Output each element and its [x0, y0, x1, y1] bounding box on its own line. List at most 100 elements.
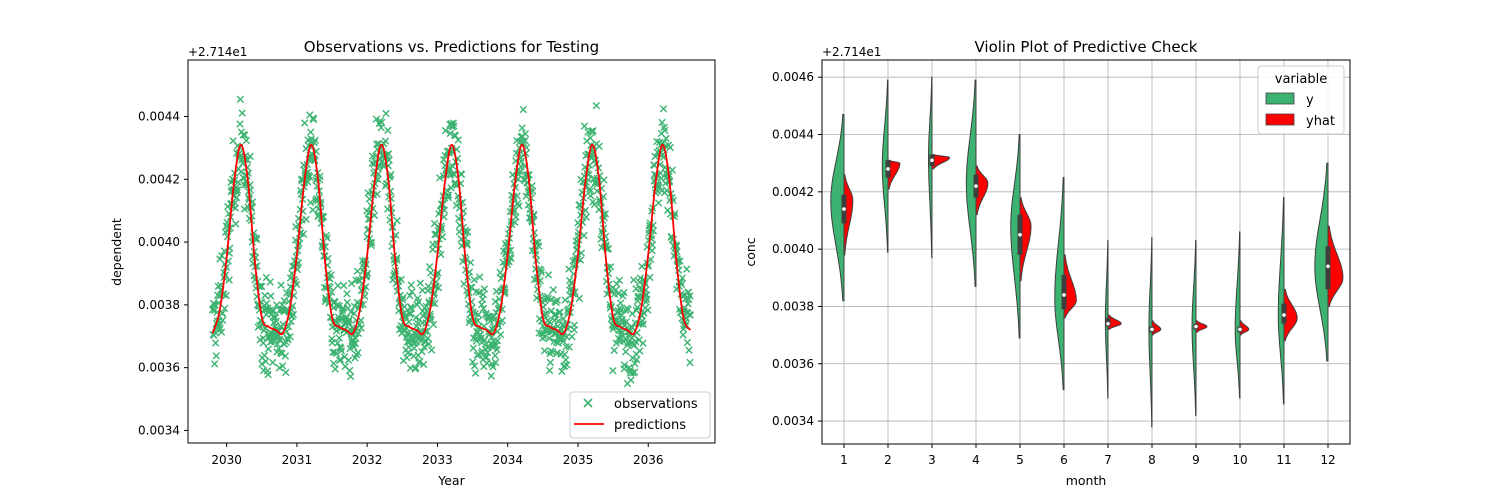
violin-panel: Violin Plot of Predictive Check +2.714e1…	[743, 38, 1351, 488]
observation-point	[662, 134, 670, 143]
violin-median	[1018, 233, 1022, 237]
observation-point	[541, 333, 549, 341]
y-tick-label: 0.0038	[772, 299, 814, 313]
legend-y-swatch	[1265, 92, 1295, 105]
observation-point	[262, 357, 270, 366]
right-x-ticks: 1 2 3 4 5 6 7 8 9 10 11 12	[840, 444, 1336, 467]
violin-yhat	[975, 165, 989, 216]
observation-point	[387, 194, 395, 203]
y-tick-label: 0.0036	[772, 357, 814, 371]
observation-point	[444, 191, 453, 199]
observation-point	[345, 315, 353, 324]
observation-point	[278, 350, 286, 358]
legend-yhat-swatch	[1265, 113, 1295, 126]
observation-point	[622, 348, 630, 356]
legend-y-label: y	[1306, 93, 1314, 108]
observation-point	[225, 276, 233, 284]
observation-point	[479, 304, 488, 313]
observation-point	[268, 337, 276, 345]
observation-point	[633, 303, 642, 312]
observation-point	[269, 306, 278, 315]
observation-point	[418, 347, 426, 356]
violin-yhat	[1327, 225, 1344, 307]
x-tick-label: 12	[1320, 453, 1335, 467]
right-y-ticks: 0.0034 0.0036 0.0038 0.0040 0.0042 0.0044 0.00…	[772, 70, 822, 428]
observation-point	[630, 342, 638, 350]
observation-point	[418, 286, 427, 294]
observation-point	[278, 301, 286, 309]
observation-point	[683, 338, 692, 347]
observation-point	[491, 351, 499, 360]
observation-point	[406, 310, 414, 319]
observation-point	[553, 296, 561, 304]
observation-point	[600, 176, 608, 184]
observation-point	[565, 343, 573, 351]
observation-point	[260, 351, 269, 360]
observation-point	[610, 346, 618, 355]
observation-point	[258, 282, 266, 291]
observation-point	[474, 311, 483, 319]
observation-point	[481, 336, 489, 344]
observation-point	[401, 312, 410, 320]
observation-point	[450, 122, 458, 130]
legend-title: variable	[1275, 72, 1327, 87]
x-tick-label: 2030	[211, 453, 242, 467]
observation-point	[469, 358, 477, 366]
observation-point	[239, 131, 247, 139]
observation-point	[337, 347, 346, 355]
left-offset-label: +2.714e1	[188, 45, 247, 59]
left-x-axis-label: Year	[437, 473, 465, 488]
violin-median	[1106, 321, 1110, 326]
observation-point	[299, 230, 308, 238]
observation-point	[279, 362, 287, 370]
observation-point	[546, 318, 554, 326]
observation-point	[609, 325, 617, 333]
observation-point	[686, 292, 694, 300]
observation-point	[277, 281, 285, 289]
y-tick-label: 0.0036	[138, 361, 180, 375]
violin-y	[1234, 231, 1241, 399]
violin-median	[1194, 324, 1198, 329]
observation-point	[537, 268, 545, 276]
observation-point	[678, 274, 687, 282]
observation-point	[337, 344, 345, 352]
observation-point	[344, 356, 353, 364]
observation-point	[450, 171, 458, 179]
observation-point	[241, 131, 249, 139]
observation-point	[231, 204, 239, 212]
observation-point	[658, 118, 666, 127]
observation-point	[286, 333, 294, 341]
observation-point	[469, 344, 477, 352]
observation-point	[620, 361, 629, 369]
y-tick-label: 0.0042	[138, 172, 180, 186]
observation-point	[631, 360, 639, 368]
observation-point	[630, 276, 638, 284]
violin-y	[881, 79, 889, 253]
observation-point	[347, 372, 355, 381]
observation-point	[267, 292, 275, 300]
scatter-panel: Observations vs. Predictions for Testing…	[109, 38, 716, 488]
observation-point	[601, 210, 610, 218]
left-y-ticks: 0.0034 0.0036 0.0038 0.0040 0.0042 0.0044	[138, 110, 188, 437]
observation-point	[463, 228, 472, 236]
observation-point	[487, 372, 495, 380]
legend-yhat-label: yhat	[1306, 114, 1335, 129]
observation-point	[264, 370, 272, 379]
observation-point	[354, 329, 363, 338]
violin-median	[930, 158, 934, 163]
observation-point	[642, 298, 650, 306]
observation-point	[346, 366, 354, 375]
observation-point	[542, 309, 550, 318]
observation-point	[400, 303, 409, 311]
right-x-axis-label: month	[1066, 473, 1107, 488]
observation-point	[587, 192, 595, 200]
observation-point	[333, 339, 342, 347]
observation-point	[261, 291, 269, 300]
observation-point	[651, 152, 659, 161]
observation-point	[381, 137, 390, 145]
observation-point	[534, 242, 543, 250]
violin-y	[830, 113, 845, 302]
observation-point	[220, 304, 229, 313]
observation-point	[403, 338, 411, 346]
observation-point	[454, 136, 462, 144]
